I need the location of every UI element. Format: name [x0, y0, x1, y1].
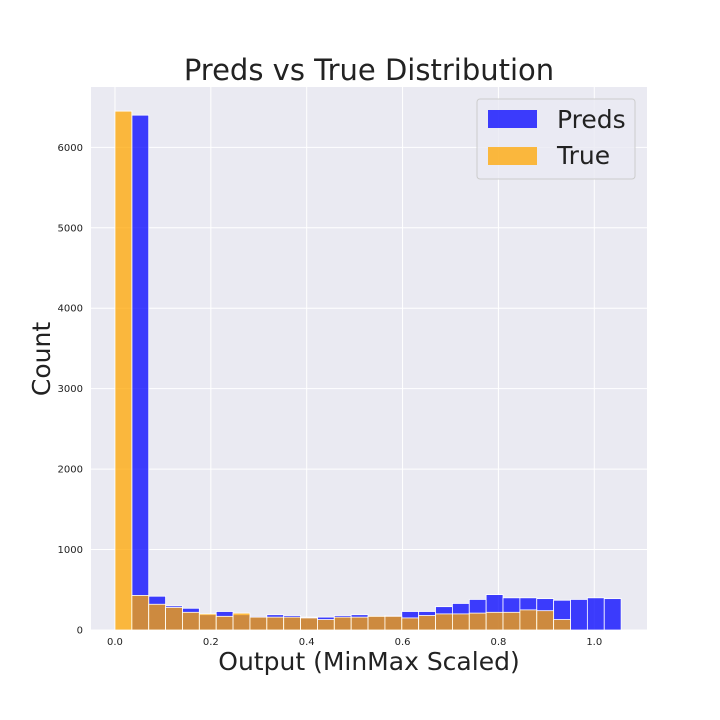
- bar-true: [232, 612, 251, 631]
- y-axis-title: Count: [27, 322, 56, 396]
- legend: Preds True: [476, 98, 636, 180]
- x-tick-label: 0.2: [203, 637, 219, 648]
- x-axis-title: Output (MinMax Scaled): [218, 647, 519, 676]
- x-tick-label: 0.4: [299, 637, 315, 648]
- bar-true: [165, 607, 183, 631]
- bar-true: [367, 615, 386, 631]
- chart-title: Preds vs True Distribution: [184, 53, 554, 87]
- bar-true: [198, 613, 217, 631]
- bar-true: [384, 615, 403, 631]
- bar-preds: [570, 599, 588, 631]
- y-tick-label: 0: [77, 626, 83, 637]
- bar-true: [485, 611, 504, 631]
- y-tick-label: 5000: [58, 223, 83, 234]
- bar-true: [468, 612, 487, 631]
- bar-preds: [131, 114, 150, 631]
- bar-true: [451, 613, 470, 631]
- legend-swatch-true: [488, 147, 537, 165]
- bar-true: [502, 611, 521, 631]
- bar-true: [350, 616, 369, 631]
- bar-preds: [603, 598, 622, 631]
- bar-true: [300, 617, 318, 631]
- y-tick-label: 1000: [58, 545, 83, 556]
- x-tick-label: 1.0: [586, 637, 602, 648]
- bar-true: [553, 619, 571, 631]
- bar-true: [536, 610, 555, 631]
- y-tick-label: 2000: [58, 465, 83, 476]
- y-tick-label: 6000: [58, 143, 83, 154]
- y-tick-label: 3000: [58, 384, 83, 395]
- bar-true: [519, 609, 538, 631]
- bar-true: [283, 616, 301, 631]
- bar-true: [317, 619, 335, 631]
- bars: [114, 110, 622, 631]
- bar-preds: [586, 597, 605, 631]
- legend-swatch-preds: [488, 110, 537, 128]
- bar-true: [435, 613, 453, 631]
- bar-true: [182, 611, 200, 631]
- bar-true: [266, 616, 285, 631]
- bar-true: [114, 110, 133, 631]
- series-true: [114, 110, 571, 631]
- bar-true: [333, 616, 352, 631]
- tick-labels: 0.0 0.2 0.4 0.6 0.8 1.0 0 1000 2000 3000 4000 5000 6…: [58, 143, 603, 648]
- bar-true: [249, 616, 268, 631]
- bar-true: [418, 615, 436, 631]
- x-tick-label: 0.6: [395, 637, 411, 648]
- bar-true: [148, 603, 166, 631]
- x-tick-label: 0.8: [490, 637, 506, 648]
- bar-true: [401, 617, 420, 631]
- bar-true: [215, 615, 234, 631]
- bar-true: [131, 595, 150, 631]
- legend-label-preds: Preds: [557, 105, 626, 134]
- legend-label-true: True: [556, 141, 610, 170]
- x-tick-label: 0.0: [107, 637, 123, 648]
- y-tick-label: 4000: [58, 304, 83, 315]
